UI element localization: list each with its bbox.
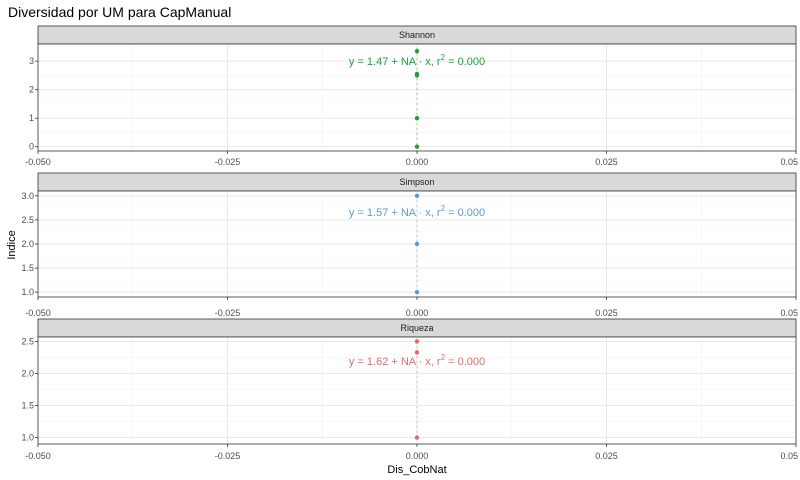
x-tick-label: -0.050 xyxy=(25,308,51,318)
x-tick-label: 0.05 xyxy=(780,157,798,167)
x-tick-label: -0.050 xyxy=(25,451,51,461)
facet-panel-riqueza: Riqueza 1.0 1.5 2.0 2.5 -0.050 -0.025 0.000 0.02… xyxy=(21,318,798,461)
x-tick-label: 0.05 xyxy=(780,451,798,461)
x-tick-label: -0.050 xyxy=(25,157,51,167)
regression-equation-label: y = 1.57 + NA · x, r2 = 0.000 xyxy=(349,204,485,219)
panel-border xyxy=(37,336,797,445)
x-tick-label: 0.025 xyxy=(595,451,618,461)
y-tick-label: 3.0 xyxy=(21,191,34,201)
y-tick-label: 1.5 xyxy=(21,263,34,273)
data-point xyxy=(414,144,420,149)
data-point xyxy=(414,435,420,440)
data-point xyxy=(414,48,420,54)
facet-panel-shannon: Shannon 0 1 2 3 -0.050 -0.025 0.000 0.025 0.05 y =… xyxy=(25,25,798,167)
y-tick-label: 2 xyxy=(29,85,34,95)
x-axis-title: Dis_CobNat xyxy=(387,464,446,476)
x-tick-label: 0.025 xyxy=(595,308,618,318)
x-tick-label: -0.025 xyxy=(215,157,241,167)
x-tick-label: 0.025 xyxy=(595,157,618,167)
panel-border xyxy=(37,43,797,152)
y-tick-label: 2.5 xyxy=(21,215,34,225)
y-tick-label: 1.5 xyxy=(21,401,34,411)
chart-title: Diversidad por UM para CapManual xyxy=(8,4,231,20)
data-point xyxy=(414,350,420,355)
data-point xyxy=(414,289,420,295)
x-tick-label: 0.000 xyxy=(406,308,429,318)
y-axis-title: Indice xyxy=(6,230,18,259)
y-tick-label: 1 xyxy=(29,113,34,123)
x-tick-label: -0.025 xyxy=(215,308,241,318)
regression-equation-label: y = 1.47 + NA · x, r2 = 0.000 xyxy=(349,53,485,68)
y-tick-label: 2.0 xyxy=(21,369,34,379)
x-tick-label: 0.05 xyxy=(780,308,798,318)
y-tick-label: 2.5 xyxy=(21,336,34,346)
regression-equation-label: y = 1.62 + NA · x, r2 = 0.000 xyxy=(349,353,485,368)
data-point xyxy=(414,71,420,77)
y-tick-label: 3 xyxy=(29,56,34,66)
x-tick-label: 0.000 xyxy=(406,451,429,461)
panel-border xyxy=(37,190,797,298)
data-point xyxy=(414,193,420,199)
data-point xyxy=(414,115,420,121)
data-point xyxy=(414,241,420,247)
facet-strip-label: Riqueza xyxy=(400,323,433,333)
facet-panel-simpson: Simpson 1.0 1.5 2.0 2.5 3.0 -0.050 -0.025 0.000 0… xyxy=(21,172,798,318)
data-point xyxy=(414,339,420,344)
facet-strip-label: Shannon xyxy=(399,30,435,40)
x-tick-label: 0.000 xyxy=(406,157,429,167)
x-tick-label: -0.025 xyxy=(215,451,241,461)
y-tick-label: 1.0 xyxy=(21,287,34,297)
y-tick-label: 2.0 xyxy=(21,239,34,249)
y-tick-label: 1.0 xyxy=(21,433,34,443)
y-tick-label: 0 xyxy=(29,142,34,152)
facet-strip-label: Simpson xyxy=(399,177,434,187)
facet-panels: Shannon 0 1 2 3 -0.050 -0.025 0.000 0.025 0.05 y =… xyxy=(21,25,798,461)
